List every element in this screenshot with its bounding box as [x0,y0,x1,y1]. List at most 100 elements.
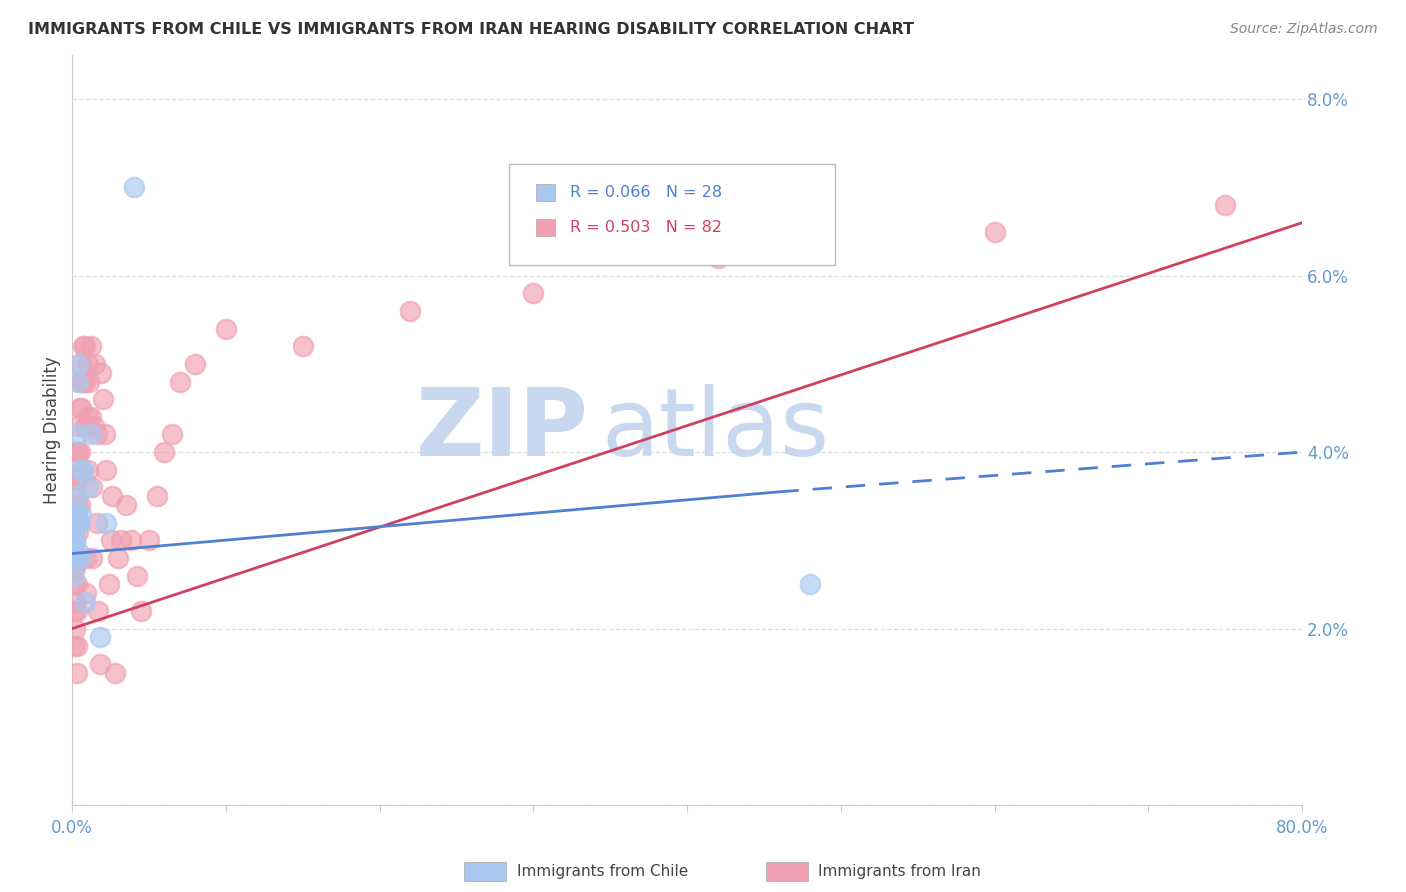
Point [66,498,89,512]
Point [94,463,117,477]
Point [67,524,90,539]
Point [83,418,105,433]
Point [104,665,127,680]
Point [86,516,108,530]
Point [65,516,87,530]
Point [69,375,91,389]
Point [65,516,87,530]
Point [110,533,132,548]
Point [62,533,84,548]
Bar [536,219,555,235]
Point [62,533,84,548]
Point [101,489,124,503]
Point [72,463,94,477]
Point [69,463,91,477]
Point [73,339,96,353]
Point [184,357,207,371]
Point [67,472,90,486]
Point [66,604,89,618]
Point [67,445,90,459]
Point [291,339,314,353]
Point [67,375,90,389]
Point [86,427,108,442]
Text: R = 0.503   N = 82: R = 0.503 N = 82 [569,220,721,235]
Point [120,533,142,548]
Point [70,357,93,371]
Text: R = 0.066   N = 28: R = 0.066 N = 28 [569,185,721,200]
Point [215,321,238,335]
Point [75,551,97,566]
Text: Immigrants from Chile: Immigrants from Chile [517,864,689,879]
Point [1213,198,1236,212]
Point [66,516,89,530]
Point [138,533,160,548]
Point [91,392,114,407]
Point [75,586,97,600]
Point [65,622,87,636]
Point [983,225,1005,239]
Point [73,595,96,609]
Point [169,375,191,389]
Text: atlas: atlas [600,384,830,476]
Point [62,639,84,653]
Point [131,604,153,618]
Point [67,427,90,442]
Point [62,524,84,539]
Point [153,445,176,459]
Point [65,533,87,548]
Point [69,445,91,459]
Point [67,357,90,371]
Point [62,577,84,591]
Point [70,551,93,566]
Point [66,507,89,521]
Point [79,339,101,353]
Point [90,366,112,380]
Text: Source: ZipAtlas.com: Source: ZipAtlas.com [1230,22,1378,37]
Point [62,604,84,618]
Point [82,551,104,566]
Point [69,498,91,512]
Point [62,542,84,557]
Point [69,516,91,530]
Point [76,480,98,494]
Point [62,547,84,561]
Point [77,375,100,389]
Point [63,507,86,521]
Point [65,480,87,494]
Point [66,542,89,557]
Point [707,251,730,265]
Point [522,286,544,301]
Text: Immigrants from Iran: Immigrants from Iran [818,864,981,879]
Point [62,559,84,574]
Bar [536,184,555,201]
Point [76,463,98,477]
Point [65,595,87,609]
Point [73,375,96,389]
Point [76,409,98,424]
Point [115,498,138,512]
Point [62,524,84,539]
Point [76,357,98,371]
Point [89,631,111,645]
Point [72,375,94,389]
Point [107,551,129,566]
Point [65,551,87,566]
Point [66,665,89,680]
Point [160,427,183,442]
Point [122,180,145,194]
Point [66,489,89,503]
Point [66,445,89,459]
Point [87,604,110,618]
Point [66,551,89,566]
Point [69,401,91,415]
Point [799,577,821,591]
Text: ZIP: ZIP [416,384,589,476]
Point [65,507,87,521]
Point [94,516,117,530]
Point [70,507,93,521]
Point [73,418,96,433]
Point [65,533,87,548]
Text: IMMIGRANTS FROM CHILE VS IMMIGRANTS FROM IRAN HEARING DISABILITY CORRELATION CHA: IMMIGRANTS FROM CHILE VS IMMIGRANTS FROM… [28,22,914,37]
Point [125,568,148,582]
Point [98,577,121,591]
